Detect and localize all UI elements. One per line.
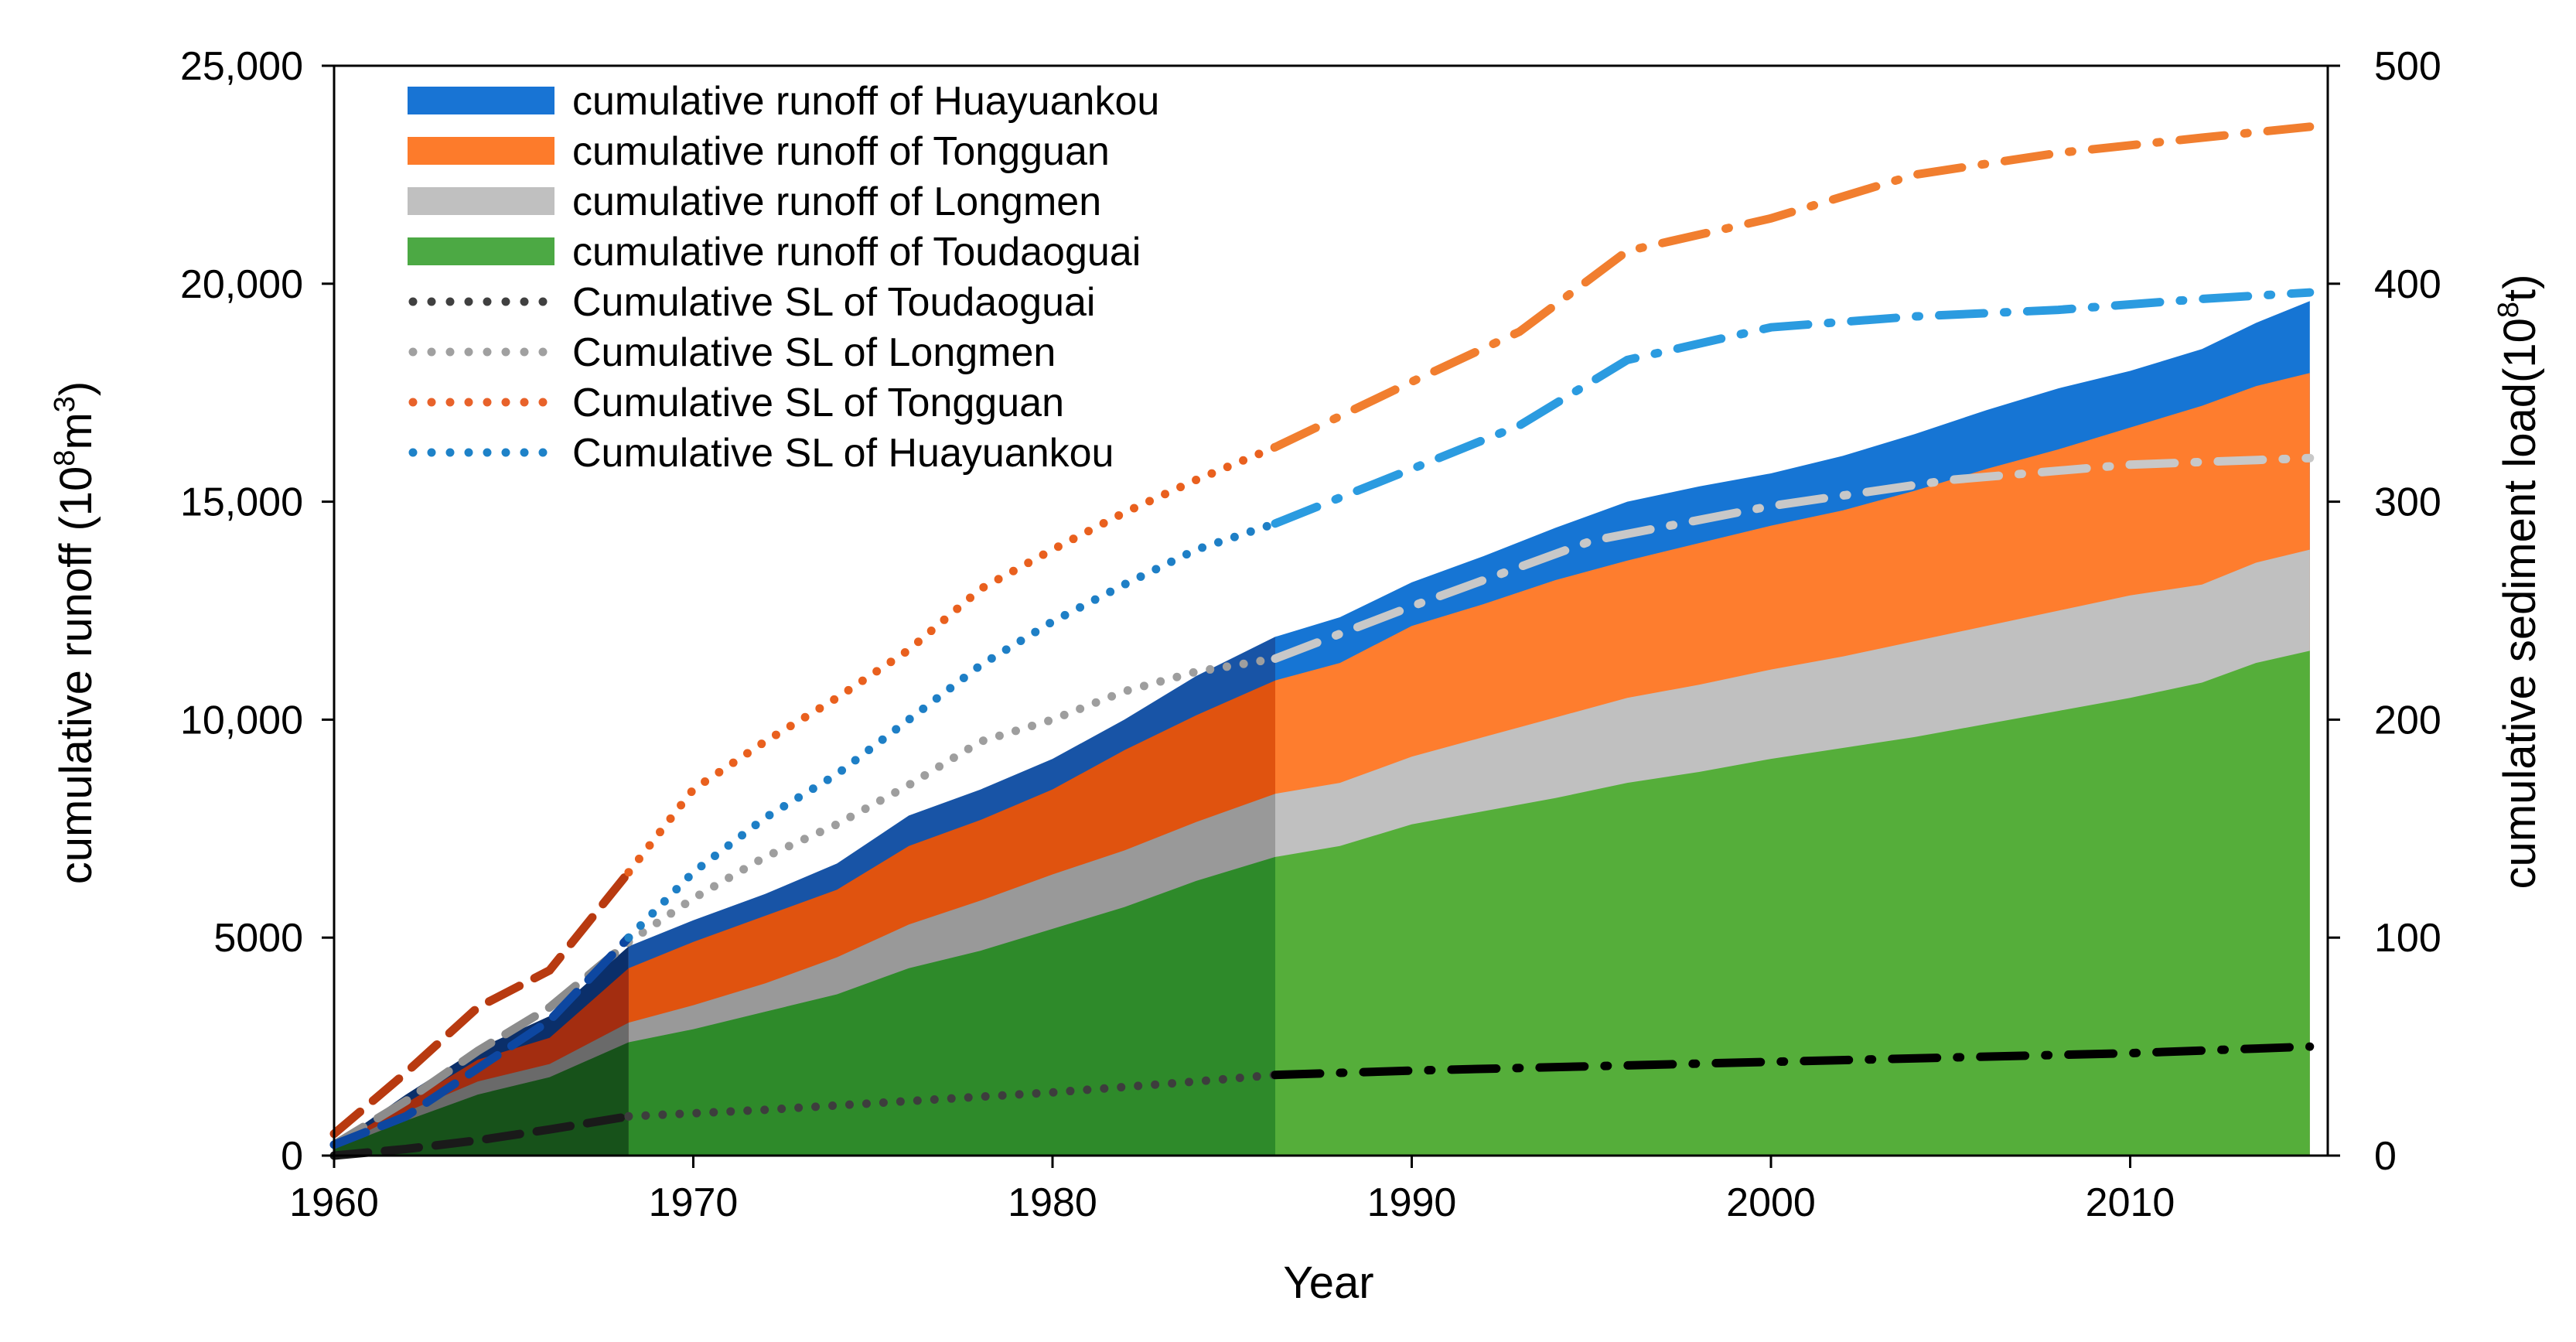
runoff-area-toudaoguai-period-2	[628, 856, 1275, 1156]
legend-label-cumulative-runoff-of-huayuankou: cumulative runoff of Huayuankou	[572, 79, 1159, 124]
y-axis-right-title: cumulative sediment load(108t)	[2492, 275, 2545, 890]
y-right-title-unit: t)	[2495, 275, 2545, 302]
x-tick-label: 1970	[649, 1180, 739, 1225]
sediment-line-tongguan-dotted	[624, 442, 1280, 877]
legend-label-cumulative-runoff-of-toudaoguai: cumulative runoff of Toudaoguai	[572, 230, 1141, 275]
y-right-title-main: cumulative sediment load(10	[2495, 318, 2545, 889]
sediment-line-longmen-dotted	[624, 654, 1280, 947]
x-tick-label: 2010	[2086, 1180, 2175, 1225]
legend: cumulative runoff of Huayuankou cumulativ…	[408, 79, 1159, 476]
y-right-title-sup: 8	[2492, 302, 2525, 318]
sediment-line-longmen-pre	[329, 937, 633, 1149]
sediment-line-huayuankou-dotted	[624, 519, 1280, 942]
sediment-line-toudaoguai-post	[1271, 1042, 2315, 1080]
legend-label-cumulative-sl-of-toudaoguai: Cumulative SL of Toudaoguai	[572, 280, 1095, 325]
y-right-tick-label: 300	[2374, 480, 2441, 525]
x-tick-label: 1980	[1008, 1180, 1097, 1225]
y-left-tick-label: 15,000	[180, 480, 303, 525]
x-tick-label: 2000	[1726, 1180, 1816, 1225]
sediment-line-huayuankou-post	[1271, 288, 2315, 528]
y-right-tick-label: 200	[2374, 698, 2441, 743]
y-right-tick-label: 100	[2374, 916, 2441, 961]
legend-label-cumulative-runoff-of-tongguan: cumulative runoff of Tongguan	[572, 129, 1110, 174]
legend-swatch-cumulative-runoff-of-toudaoguai	[408, 237, 554, 265]
sediment-line-toudaoguai-dotted	[624, 1071, 1280, 1121]
x-tick-label: 1960	[289, 1180, 379, 1225]
x-axis-title: Year	[1283, 1258, 1373, 1308]
y-left-tick-label: 5000	[213, 916, 303, 961]
plot-frame	[333, 64, 2329, 1157]
sediment-line-tongguan-post	[1271, 122, 2315, 452]
legend-label-cumulative-sl-of-tongguan: Cumulative SL of Tongguan	[572, 381, 1064, 425]
legend-swatch-cumulative-runoff-of-longmen	[408, 187, 554, 215]
y-right-tick-label: 500	[2374, 44, 2441, 89]
legend-swatch-cumulative-runoff-of-tongguan	[408, 137, 554, 165]
y-left-tick-label: 25,000	[180, 44, 303, 89]
sediment-line-toudaoguai-pre	[329, 1112, 633, 1160]
legend-label-cumulative-sl-of-longmen: Cumulative SL of Longmen	[572, 330, 1056, 375]
sediment-line-longmen-post	[1271, 453, 2315, 663]
x-tick-label: 1990	[1367, 1180, 1457, 1225]
y-left-title-sup2: 3	[49, 396, 81, 412]
sediment-line-huayuankou-pre	[329, 933, 633, 1149]
sediment-lines	[329, 122, 2315, 1160]
y-left-title-main: cumulative runoff (10	[51, 466, 101, 885]
y-left-title-close: )	[51, 381, 101, 396]
sediment-line-tongguan-pre	[329, 868, 633, 1139]
y-left-tick-label: 20,000	[180, 262, 303, 307]
axis-ticks: 1960 1970 1980 1990 2000 20100500010,00015,00…	[180, 44, 2441, 1225]
legend-label-cumulative-runoff-of-longmen: cumulative runoff of Longmen	[572, 179, 1101, 224]
y-left-tick-label: 10,000	[180, 698, 303, 743]
y-axis-left-title: cumulative runoff (108m3)	[49, 381, 101, 885]
y-right-tick-label: 0	[2374, 1134, 2397, 1179]
y-left-title-unit: m	[51, 412, 101, 449]
y-right-tick-label: 400	[2374, 262, 2441, 307]
legend-swatch-cumulative-runoff-of-huayuankou	[408, 87, 554, 114]
runoff-areas	[334, 301, 2310, 1156]
legend-label-cumulative-sl-of-huayuankou: Cumulative SL of Huayuankou	[572, 431, 1114, 476]
y-left-title-sup1: 8	[49, 450, 81, 466]
runoff-area-toudaoguai-period-3	[1275, 651, 2310, 1156]
y-left-tick-label: 0	[281, 1134, 303, 1179]
